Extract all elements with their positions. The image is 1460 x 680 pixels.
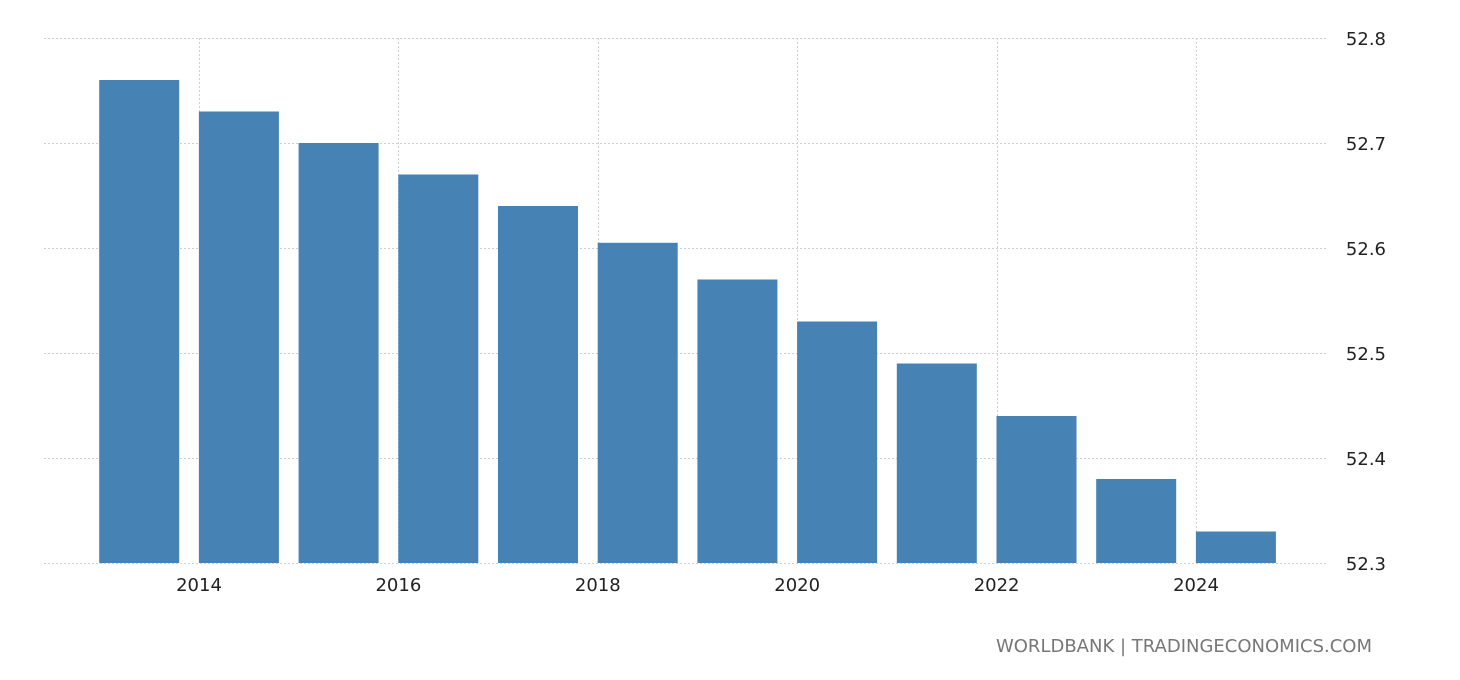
bar xyxy=(597,242,678,564)
y-tick-label: 52.4 xyxy=(1346,449,1386,470)
bar xyxy=(498,206,578,563)
y-tick-label: 52.6 xyxy=(1346,239,1386,260)
x-tick-label: 2018 xyxy=(575,575,621,596)
y-tick-label: 52.7 xyxy=(1346,134,1386,155)
bar xyxy=(398,174,479,563)
bars xyxy=(99,80,1276,564)
x-tick-label: 2024 xyxy=(1173,575,1219,596)
bar xyxy=(996,416,1077,563)
bar xyxy=(1096,479,1177,563)
source-credit: WORLDBANK | TRADINGECONOMICS.COM xyxy=(996,636,1372,657)
x-tick-label: 2014 xyxy=(176,575,222,596)
x-tick-label: 2022 xyxy=(974,575,1020,596)
x-tick-label: 2016 xyxy=(375,575,421,596)
y-tick-label: 52.5 xyxy=(1346,344,1386,365)
bar xyxy=(1195,531,1276,563)
bar xyxy=(99,80,180,563)
x-tick-label: 2020 xyxy=(774,575,820,596)
bar xyxy=(697,279,778,563)
bar xyxy=(797,321,878,563)
bar xyxy=(896,363,977,563)
bar xyxy=(298,143,379,563)
y-tick-label: 52.3 xyxy=(1346,554,1386,575)
y-tick-label: 52.8 xyxy=(1346,29,1386,50)
y-axis-ticks: 52.8 52.7 52.6 52.5 52.4 52.3 xyxy=(1346,29,1386,575)
bar xyxy=(198,111,279,563)
x-axis-ticks: 2014 2016 2018 2020 2022 2024 xyxy=(176,575,1219,596)
